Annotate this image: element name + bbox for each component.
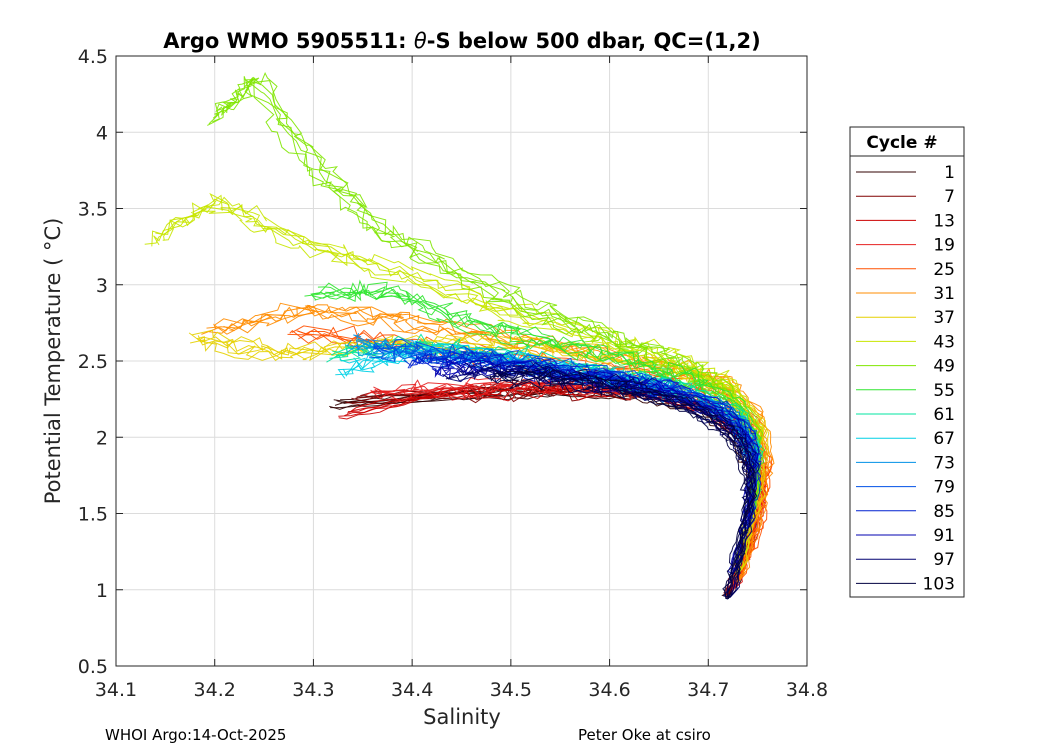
y-tick-label: 3.5: [78, 199, 108, 221]
series-line-cycle-103: [489, 377, 748, 600]
series-line-cycle-49: [216, 71, 764, 499]
y-axis-ticks: 0.5 1 1.5 2 2.5 3 3.5 4 4.5: [78, 46, 807, 678]
legend-label-cycle-19: 19: [933, 236, 955, 256]
x-tick-label: 34.1: [95, 679, 137, 701]
y-tick-label: 4.5: [78, 46, 108, 68]
y-tick-label: 1: [96, 580, 108, 602]
legend-label-cycle-13: 13: [933, 211, 955, 231]
legend-label-cycle-55: 55: [933, 381, 955, 401]
legend-label-cycle-79: 79: [933, 478, 955, 498]
x-axis-ticks: 34.1 34.2 34.3 34.4 34.5 34.6 34.7 34.8: [95, 56, 828, 701]
series-line-cycle-103: [487, 366, 758, 600]
legend-label-cycle-7: 7: [944, 187, 955, 207]
legend-label-cycle-73: 73: [933, 453, 955, 473]
y-tick-label: 3: [96, 275, 108, 297]
series-line-cycle-91: [443, 358, 760, 575]
x-tick-label: 34.3: [292, 679, 334, 701]
series-line-cycle-79: [373, 338, 762, 469]
legend-label-cycle-1: 1: [944, 163, 955, 183]
legend-label-cycle-85: 85: [933, 502, 955, 522]
series-line-cycle-97: [457, 364, 757, 598]
legend-label-cycle-49: 49: [933, 357, 955, 377]
series-line-cycle-103: [497, 369, 754, 599]
legend-box: [849, 126, 965, 598]
y-tick-label: 1.5: [78, 504, 108, 526]
y-tick-label: 4: [96, 122, 108, 144]
footer-author: Peter Oke at csiro: [578, 726, 711, 744]
series-line-cycle-49: [215, 77, 761, 499]
x-tick-label: 34.7: [687, 679, 729, 701]
y-tick-label: 0.5: [78, 656, 108, 678]
x-axis-label: Salinity: [423, 705, 501, 729]
series-line-cycle-85: [411, 351, 762, 530]
x-tick-label: 34.4: [391, 679, 433, 701]
x-tick-label: 34.5: [490, 679, 532, 701]
chart-title-suffix: -S below 500 dbar, QC=(1,2): [427, 29, 761, 53]
series-line-cycle-31: [213, 302, 775, 583]
legend-entries: 1 7 13 19 25 31 37 43 49 55 61 67 73 79 85 91 97 103: [856, 163, 955, 594]
legend-label-cycle-61: 61: [933, 405, 955, 425]
series-lines: [144, 71, 775, 600]
y-tick-label: 2: [96, 427, 108, 449]
chart-title: Argo WMO 5905511: θ-S below 500 dbar, QC…: [163, 29, 760, 53]
x-tick-label: 34.8: [786, 679, 828, 701]
y-tick-label: 2.5: [78, 351, 108, 373]
legend-label-cycle-37: 37: [933, 308, 955, 328]
legend-label-cycle-103: 103: [923, 574, 955, 594]
legend: Cycle # 1 7 13 19 25 31 37 43 49 55 61 67 73 79 85 91 97…: [849, 126, 965, 598]
series-line-cycle-55: [310, 289, 756, 514]
x-tick-label: 34.2: [194, 679, 236, 701]
series-line-cycle-103: [489, 372, 750, 600]
legend-label-cycle-97: 97: [933, 550, 955, 570]
footer-source: WHOI Argo:14-Oct-2025: [105, 726, 286, 744]
y-axis-label: Potential Temperature ( °C): [41, 218, 65, 505]
series-line-cycle-85: [422, 349, 762, 529]
chart-title-prefix: Argo WMO 5905511:: [163, 29, 414, 53]
chart-title-theta: θ: [414, 29, 427, 53]
x-tick-label: 34.6: [588, 679, 630, 701]
legend-title: Cycle #: [866, 133, 937, 153]
legend-label-cycle-31: 31: [933, 284, 955, 304]
legend-label-cycle-43: 43: [933, 332, 955, 352]
legend-label-cycle-67: 67: [933, 429, 955, 449]
legend-label-cycle-25: 25: [933, 260, 955, 280]
legend-label-cycle-91: 91: [933, 526, 955, 546]
